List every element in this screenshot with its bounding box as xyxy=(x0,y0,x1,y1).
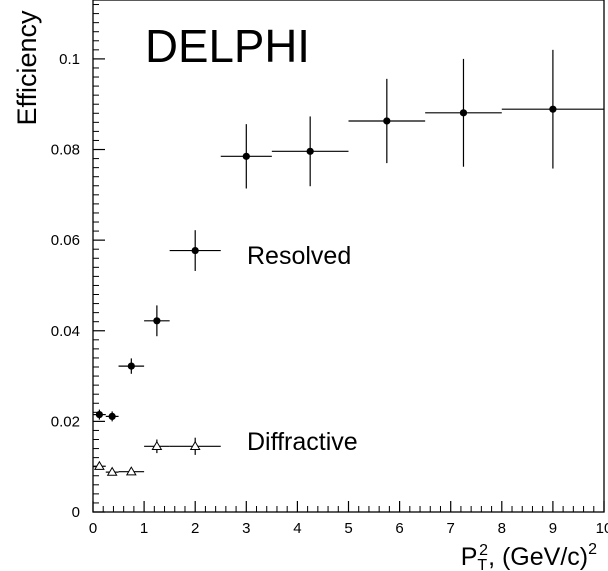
data-point xyxy=(108,412,116,420)
data-point xyxy=(95,410,103,419)
series-label-resolved: Resolved xyxy=(247,242,351,270)
data-point xyxy=(106,466,118,476)
data-point xyxy=(383,117,391,125)
data-point xyxy=(191,246,199,255)
data-point xyxy=(127,362,135,370)
x-tick-label: 8 xyxy=(498,520,506,537)
x-axis-title-superscript: 2 xyxy=(479,542,488,559)
y-tick-label: 0 xyxy=(72,504,80,521)
data-point xyxy=(459,109,468,117)
data-point xyxy=(306,147,314,155)
x-tick-label: 9 xyxy=(549,520,557,537)
y-axis-title: Efficiency xyxy=(12,10,42,126)
y-tick-label: 0.1 xyxy=(59,51,80,68)
x-tick-label: 6 xyxy=(395,520,403,537)
x-axis-title-main: P xyxy=(461,543,478,571)
y-tick-label: 0.04 xyxy=(51,323,80,340)
x-axis-title-unit-superscript: 2 xyxy=(588,541,597,558)
series-label-diffractive: Diffractive xyxy=(247,428,358,456)
x-tick-label: 5 xyxy=(344,520,352,537)
data-point xyxy=(125,466,137,476)
series-resolved xyxy=(93,49,604,422)
chart-title: DELPHI xyxy=(145,20,310,72)
x-tick-label: 7 xyxy=(447,520,455,537)
data-point xyxy=(549,105,557,113)
data-point xyxy=(242,152,250,160)
y-tick-label: 0.06 xyxy=(51,232,80,249)
x-tick-label: 10 xyxy=(596,520,608,537)
data-marks xyxy=(93,49,604,476)
x-tick-label: 4 xyxy=(293,520,301,537)
data-point xyxy=(94,460,105,470)
x-axis-title-unit: , (GeV/c) xyxy=(488,543,588,571)
x-tick-label: 0 xyxy=(89,520,97,537)
data-point xyxy=(151,440,163,450)
x-tick-label: 2 xyxy=(191,520,199,537)
series-diffractive xyxy=(93,437,221,476)
x-axis-title: PT2, (GeV/c)2 xyxy=(461,541,597,571)
x-axis-title-subscript: T xyxy=(477,557,487,571)
y-tick-label: 0.02 xyxy=(51,413,80,430)
x-tick-label: 1 xyxy=(140,520,148,537)
data-point xyxy=(153,317,161,325)
y-tick-label: 0.08 xyxy=(51,142,80,159)
axis-ticks: 0 1 2 3 4 5 6 7 8 9 10 0 0.02 0.04 0.06 0.08 0.1 xyxy=(51,4,608,537)
data-point xyxy=(189,440,201,450)
x-tick-label: 3 xyxy=(242,520,250,537)
